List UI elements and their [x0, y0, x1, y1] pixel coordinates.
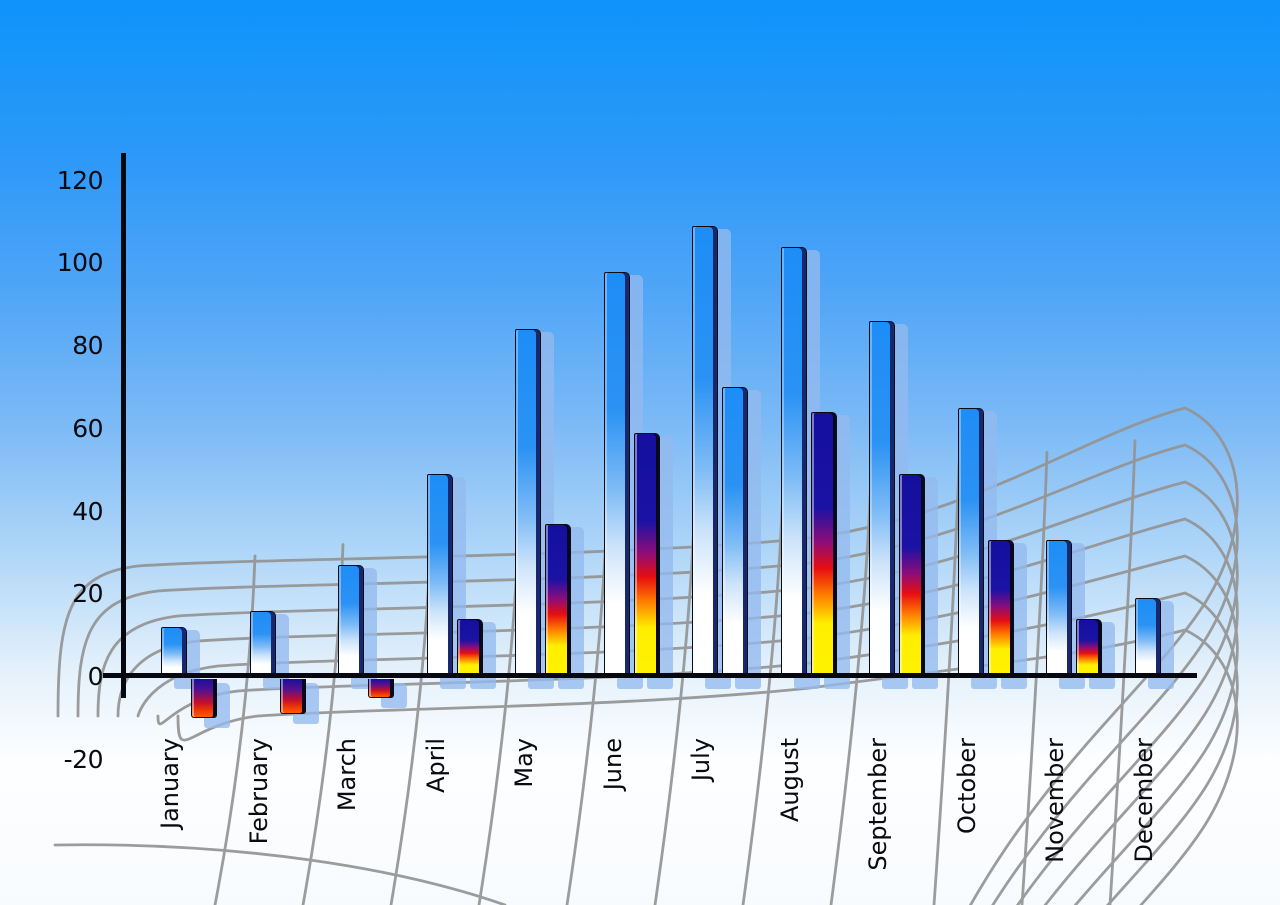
- bar-december-1: [1134, 598, 1161, 677]
- bar-january-2: [191, 679, 217, 719]
- x-label-december: December: [1129, 738, 1158, 863]
- x-label-june: June: [598, 738, 627, 791]
- bar-june-1: [603, 271, 630, 677]
- grid-spoke: [1108, 439, 1137, 905]
- grid-spoke: [389, 531, 433, 905]
- x-label-march: March: [333, 738, 361, 812]
- x-label-july: July: [687, 738, 715, 782]
- grid-spoke: [1020, 450, 1049, 905]
- bar-may-1: [515, 329, 541, 677]
- bar-january-1: [161, 627, 187, 677]
- bar-february-2: [279, 679, 306, 715]
- y-tick-label-40: 40: [72, 496, 103, 526]
- y-tick-label-100: 100: [56, 248, 104, 278]
- grid-spoke: [213, 554, 257, 905]
- x-label-october: October: [952, 738, 981, 835]
- bar-february-1: [249, 610, 276, 677]
- x-label-january: January: [156, 738, 184, 829]
- bar-july-2: [722, 387, 748, 677]
- y-tick-label--20: -20: [63, 744, 104, 774]
- bar-march-2: [368, 679, 394, 698]
- bar-november-1: [1046, 540, 1072, 677]
- x-axis-line: [103, 673, 1197, 678]
- y-axis-line: [121, 153, 126, 698]
- grid-bottom-arc: [53, 843, 507, 905]
- bar-april-2: [456, 619, 483, 677]
- bar-march-1: [338, 565, 364, 677]
- bar-may-2: [545, 523, 571, 677]
- x-label-november: November: [1041, 738, 1069, 863]
- x-label-september: September: [864, 738, 892, 871]
- bar-july-1: [692, 226, 718, 677]
- bar-october-2: [987, 540, 1014, 677]
- grid-spoke: [932, 462, 961, 905]
- grid-spoke: [301, 543, 345, 905]
- x-label-april: April: [421, 738, 450, 793]
- x-label-february: February: [244, 738, 273, 845]
- y-tick-label-0: 0: [87, 662, 104, 691]
- y-tick-label-20: 20: [72, 579, 103, 609]
- y-tick-label-80: 80: [72, 331, 103, 360]
- bar-september-2: [899, 474, 925, 677]
- x-label-may: May: [510, 738, 538, 788]
- y-tick-label-120: 120: [56, 165, 104, 195]
- grid-ring: [156, 591, 1239, 905]
- grid-spoke: [829, 473, 873, 905]
- bar-september-1: [869, 321, 895, 677]
- bar-october-1: [957, 408, 984, 677]
- bar-april-1: [426, 474, 453, 677]
- x-label-august: August: [775, 738, 804, 822]
- bar-august-1: [780, 246, 807, 677]
- bar-june-2: [633, 432, 660, 677]
- y-tick-label-60: 60: [72, 413, 103, 443]
- bar-august-2: [810, 412, 837, 677]
- bar-november-2: [1076, 619, 1102, 677]
